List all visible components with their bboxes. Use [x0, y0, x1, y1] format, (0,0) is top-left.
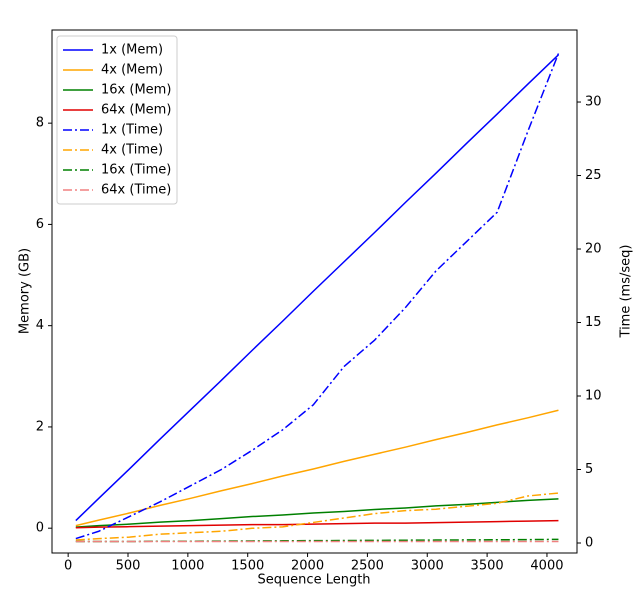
- y2-axis-label: Time (ms/seq): [619, 245, 634, 339]
- legend-label: 64x (Time): [101, 183, 171, 198]
- x-tick-label: 0: [64, 559, 72, 574]
- plot-frame: [51, 29, 578, 554]
- y-tick-label: 0: [36, 521, 44, 536]
- legend-label: 1x (Time): [101, 123, 163, 138]
- x-axis-label: Sequence Length: [257, 573, 370, 588]
- legend-box: [56, 35, 178, 205]
- x-tick-label: 4000: [530, 559, 563, 574]
- legend-label: 4x (Time): [101, 143, 163, 158]
- y2-tick-label: 30: [585, 95, 602, 110]
- legend-label: 16x (Mem): [101, 83, 171, 98]
- legend-label: 4x (Mem): [101, 63, 163, 78]
- y2-tick-label: 20: [585, 242, 602, 257]
- y2-tick-label: 15: [585, 315, 602, 330]
- y-tick-label: 6: [36, 217, 44, 232]
- x-tick-label: 2000: [291, 559, 324, 574]
- y-tick-label: 2: [36, 419, 44, 434]
- x-tick-label: 3000: [411, 559, 444, 574]
- y-tick-label: 4: [36, 318, 44, 333]
- series-line: [75, 54, 559, 522]
- y2-tick-label: 10: [585, 389, 602, 404]
- series-line: [75, 409, 559, 527]
- x-tick-label: 3500: [471, 559, 504, 574]
- y2-tick-label: 5: [585, 462, 593, 477]
- legend-label: 1x (Mem): [101, 43, 163, 58]
- x-tick-label: 1500: [231, 559, 264, 574]
- legend-label: 64x (Mem): [101, 103, 171, 118]
- y2-tick-label: 0: [585, 536, 593, 551]
- y2-tick-label: 25: [585, 168, 602, 183]
- x-tick-label: 1000: [171, 559, 204, 574]
- series-line: [75, 492, 559, 541]
- x-tick-label: 500: [116, 559, 141, 574]
- series-line: [75, 519, 559, 529]
- y-tick-label: 8: [36, 116, 44, 131]
- y-axis-label: Memory (GB): [18, 248, 33, 334]
- series-line: [75, 53, 560, 540]
- x-tick-label: 2500: [351, 559, 384, 574]
- legend-label: 16x (Time): [101, 163, 171, 178]
- series-line: [75, 498, 559, 528]
